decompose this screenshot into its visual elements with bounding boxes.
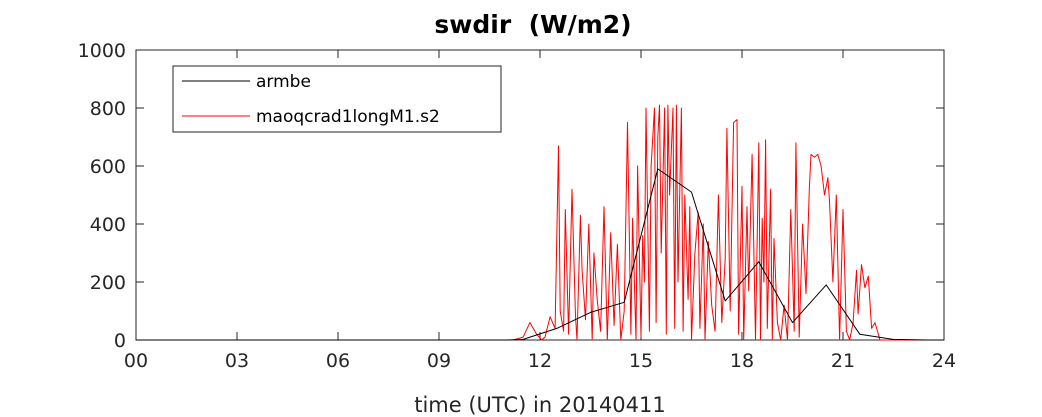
x-tick-label: 06 bbox=[326, 350, 350, 372]
y-tick-label: 400 bbox=[90, 214, 126, 236]
y-tick-label: 0 bbox=[114, 330, 126, 352]
chart-title: swdir (W/m2) bbox=[434, 10, 631, 39]
series-lines bbox=[136, 104, 944, 341]
legend-label-maoqcrad1longM1: maoqcrad1longM1.s2 bbox=[256, 107, 440, 127]
y-tick-label: 1000 bbox=[78, 40, 126, 62]
series-line-armbe bbox=[136, 168, 944, 341]
y-axis: 0 200 400 600 800 1000 bbox=[78, 40, 944, 352]
x-axis: 00 03 06 09 12 15 18 21 24 bbox=[124, 50, 956, 372]
x-tick-label: 15 bbox=[629, 350, 653, 372]
x-tick-label: 12 bbox=[528, 350, 552, 372]
x-tick-label: 18 bbox=[730, 350, 754, 372]
legend: armbe maoqcrad1longM1.s2 bbox=[172, 65, 502, 133]
x-tick-label: 00 bbox=[124, 350, 148, 372]
y-tick-label: 200 bbox=[90, 272, 126, 294]
x-axis-label: time (UTC) in 20140411 bbox=[414, 393, 666, 417]
x-tick-label: 21 bbox=[831, 350, 855, 372]
x-tick-label: 09 bbox=[427, 350, 451, 372]
y-tick-label: 800 bbox=[90, 98, 126, 120]
x-tick-label: 24 bbox=[932, 350, 956, 372]
y-tick-label: 600 bbox=[90, 156, 126, 178]
legend-box bbox=[172, 65, 502, 133]
legend-label-armbe: armbe bbox=[256, 72, 311, 92]
x-tick-label: 03 bbox=[225, 350, 249, 372]
